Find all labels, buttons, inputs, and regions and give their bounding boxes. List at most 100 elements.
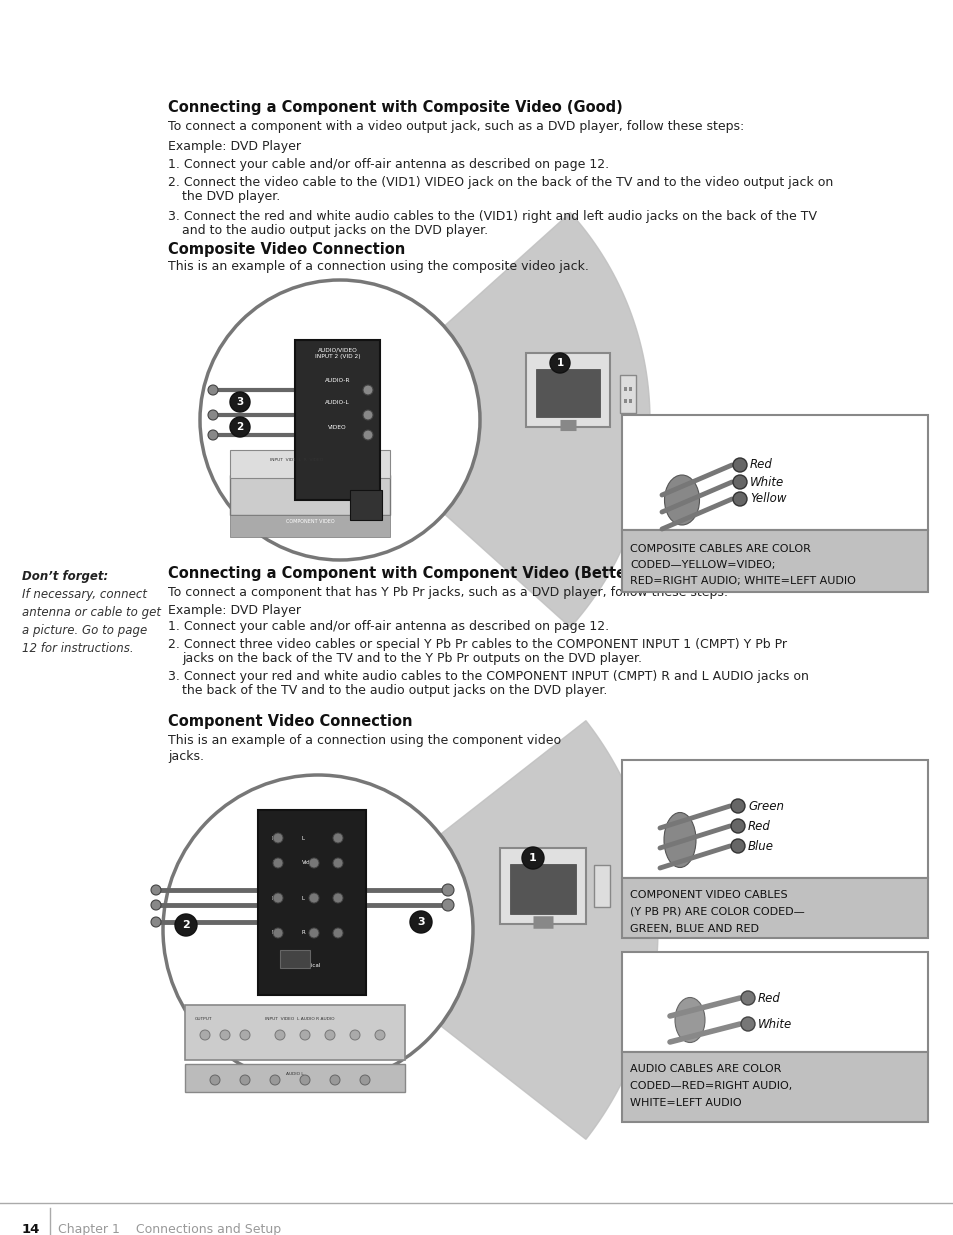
Circle shape [730,799,744,813]
Circle shape [732,458,746,472]
Text: AUDIO L: AUDIO L [286,1072,304,1076]
Bar [619,375,636,412]
Text: Red: Red [758,992,781,1004]
Circle shape [410,911,432,932]
Text: Red: Red [749,458,772,472]
Text: 3: 3 [236,396,243,408]
Text: 1. Connect your cable and/or off-air antenna as described on page 12.: 1. Connect your cable and/or off-air ant… [168,158,608,170]
Text: 3. Connect the red and white audio cables to the (VID1) right and left audio jac: 3. Connect the red and white audio cable… [168,210,816,224]
Text: 2: 2 [182,920,190,930]
Text: the back of the TV and to the audio output jacks on the DVD player.: the back of the TV and to the audio outp… [182,684,607,697]
Circle shape [325,1030,335,1040]
Text: AUDIO CABLES ARE COLOR: AUDIO CABLES ARE COLOR [629,1065,781,1074]
Circle shape [273,832,283,844]
Text: and to the audio output jacks on the DVD player.: and to the audio output jacks on the DVD… [182,224,488,237]
Text: Connecting a Component with Composite Video (Good): Connecting a Component with Composite Vi… [168,100,622,115]
Bar [621,530,927,592]
Circle shape [151,885,161,895]
Bar [621,878,927,939]
Circle shape [210,1074,220,1086]
Circle shape [363,385,373,395]
Text: Pb: Pb [272,895,278,900]
Text: This is an example of a connection using the component video: This is an example of a connection using… [168,734,560,747]
FancyBboxPatch shape [499,848,585,924]
Text: COMPONENT VIDEO: COMPONENT VIDEO [285,519,334,524]
Text: AUDIO-R: AUDIO-R [324,378,350,383]
Text: 14: 14 [22,1223,40,1235]
Circle shape [730,819,744,832]
Circle shape [333,858,343,868]
Text: (Y PB PR) ARE COLOR CODED—: (Y PB PR) ARE COLOR CODED— [629,906,804,918]
Circle shape [299,1074,310,1086]
Circle shape [240,1074,250,1086]
Bar [230,450,390,478]
Circle shape [732,475,746,489]
Text: jacks on the back of the TV and to the Y Pb Pr outputs on the DVD player.: jacks on the back of the TV and to the Y… [182,652,641,664]
Text: This is an example of a connection using the composite video jack.: This is an example of a connection using… [168,261,588,273]
Circle shape [375,1030,385,1040]
Circle shape [441,884,454,897]
Text: If necessary, connect: If necessary, connect [22,588,147,601]
Circle shape [230,391,250,412]
Circle shape [274,1030,285,1040]
Text: Chapter 1    Connections and Setup: Chapter 1 Connections and Setup [58,1223,281,1235]
Bar [280,950,310,968]
Text: AUDIO/VIDEO
INPUT 2 (VID 2): AUDIO/VIDEO INPUT 2 (VID 2) [314,348,360,359]
Text: Example: DVD Player: Example: DVD Player [168,604,301,618]
Text: White: White [758,1018,791,1030]
Text: 1: 1 [529,853,537,863]
Text: Component Video Connection: Component Video Connection [168,714,412,729]
Circle shape [330,1074,339,1086]
Bar [257,810,366,995]
Text: OUTPUT: OUTPUT [194,1016,213,1021]
Text: CODED—YELLOW=VIDEO;: CODED—YELLOW=VIDEO; [629,559,775,571]
Circle shape [200,1030,210,1040]
Text: Y: Y [272,861,275,866]
Text: L: L [302,895,305,900]
Text: jacks.: jacks. [168,750,204,763]
Text: 2. Connect the video cable to the (VID1) VIDEO jack on the back of the TV and to: 2. Connect the video cable to the (VID1)… [168,177,832,189]
FancyBboxPatch shape [525,353,609,427]
Text: CODED—RED=RIGHT AUDIO,: CODED—RED=RIGHT AUDIO, [629,1081,791,1091]
Text: Yellow: Yellow [749,493,785,505]
Bar [621,760,927,878]
Ellipse shape [664,475,699,525]
Text: L: L [302,836,305,841]
Text: 1. Connect your cable and/or off-air antenna as described on page 12.: 1. Connect your cable and/or off-air ant… [168,620,608,634]
Circle shape [220,1030,230,1040]
Text: 12 for instructions.: 12 for instructions. [22,642,133,655]
Text: 2: 2 [236,422,243,432]
Text: White: White [749,475,783,489]
Circle shape [730,839,744,853]
Text: WHITE=LEFT AUDIO: WHITE=LEFT AUDIO [629,1098,740,1108]
Text: INPUT  VID1  L  R  VIDEO: INPUT VID1 L R VIDEO [270,458,323,462]
Text: 3: 3 [416,918,424,927]
Text: antenna or cable to get: antenna or cable to get [22,606,161,619]
Text: R: R [272,836,275,841]
Circle shape [309,858,318,868]
Bar [185,1005,405,1060]
Circle shape [740,1016,754,1031]
Text: Red: Red [747,820,770,832]
Circle shape [270,1074,280,1086]
Text: Blue: Blue [747,840,773,852]
Text: RED=RIGHT AUDIO; WHITE=LEFT AUDIO: RED=RIGHT AUDIO; WHITE=LEFT AUDIO [629,576,855,585]
Ellipse shape [675,998,704,1042]
Bar [536,369,599,417]
Text: 1: 1 [556,358,563,368]
Text: Video: Video [302,861,317,866]
Text: Example: DVD Player: Example: DVD Player [168,140,301,153]
Circle shape [363,410,373,420]
Circle shape [273,858,283,868]
Circle shape [273,927,283,939]
Text: COMPOSITE CABLES ARE COLOR: COMPOSITE CABLES ARE COLOR [629,543,810,555]
Text: Pr: Pr [272,930,277,935]
Text: Connecting a Component with Component Video (Better): Connecting a Component with Component Vi… [168,566,639,580]
Circle shape [240,1030,250,1040]
Text: Green: Green [747,799,783,813]
Bar [230,515,390,537]
Bar [628,387,631,391]
Circle shape [350,1030,359,1040]
Text: the DVD player.: the DVD player. [182,190,280,203]
Circle shape [732,492,746,506]
